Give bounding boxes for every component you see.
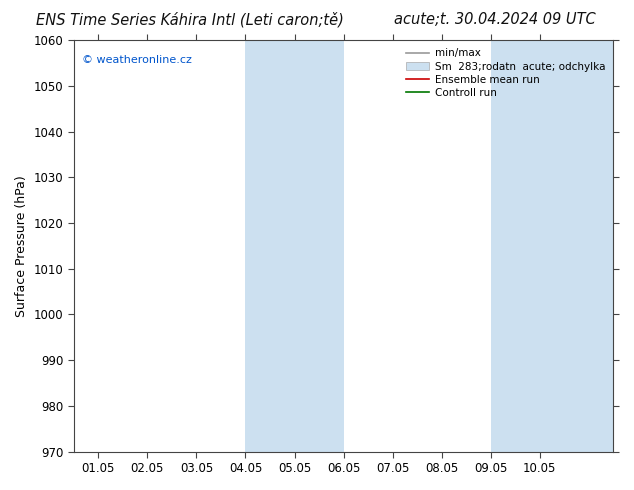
Y-axis label: Surface Pressure (hPa): Surface Pressure (hPa)	[15, 175, 28, 317]
Text: © weatheronline.cz: © weatheronline.cz	[82, 54, 191, 65]
Bar	[245, 40, 344, 452]
Text: ENS Time Series Káhira Intl (Leti caron;tě): ENS Time Series Káhira Intl (Leti caron;…	[36, 12, 344, 28]
Text: acute;t. 30.04.2024 09 UTC: acute;t. 30.04.2024 09 UTC	[394, 12, 595, 27]
Bar	[491, 40, 614, 452]
Legend: min/max, Sm  283;rodatn  acute; odchylka, Ensemble mean run, Controll run: min/max, Sm 283;rodatn acute; odchylka, …	[403, 46, 608, 101]
